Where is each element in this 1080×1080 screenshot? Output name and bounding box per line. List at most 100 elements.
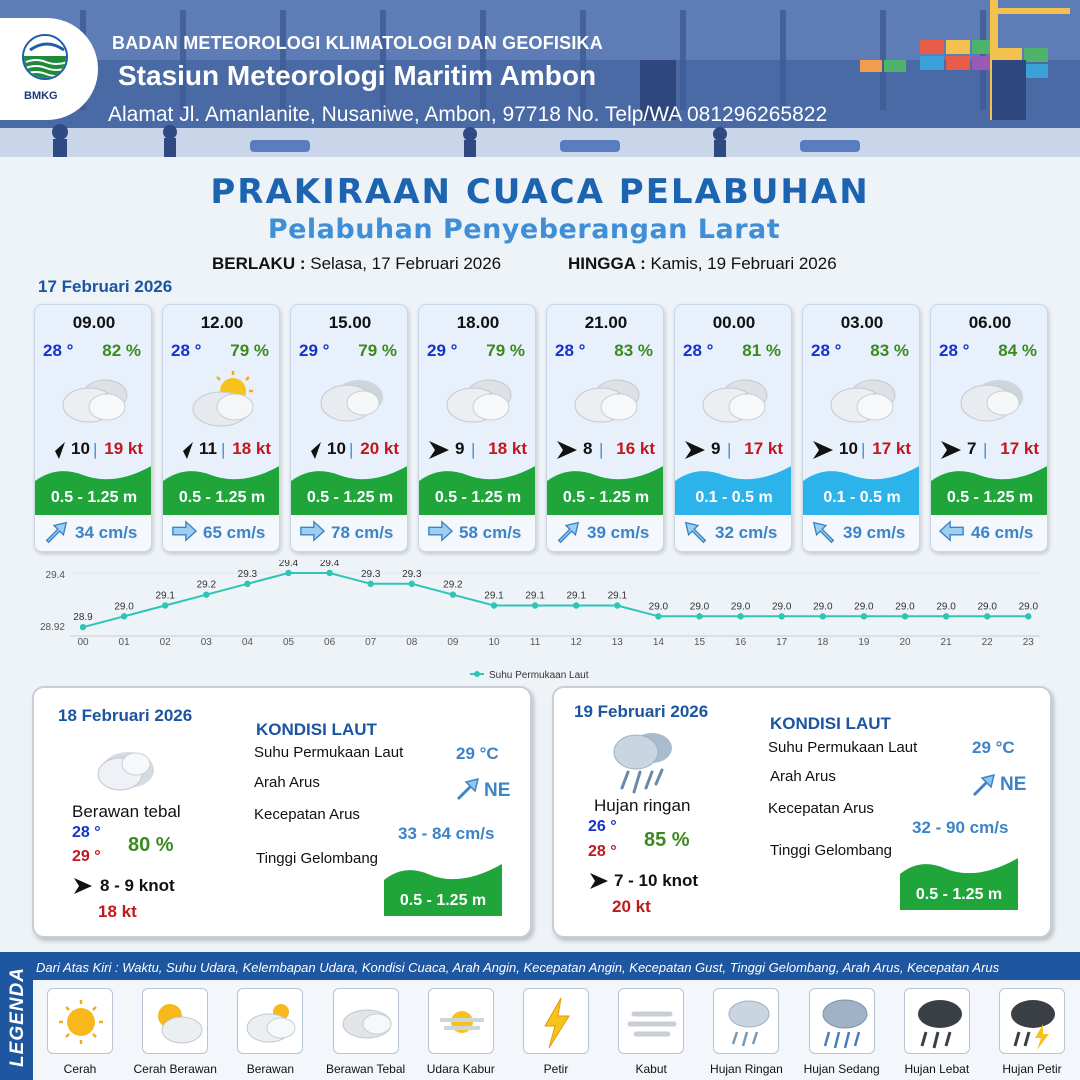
weather-cloud-icon xyxy=(574,379,640,423)
legend-item-label: Hujan Lebat xyxy=(904,1062,970,1076)
port-illustration xyxy=(0,0,1080,157)
x-tick-label: 10 xyxy=(488,637,500,648)
weather-cloud-icon xyxy=(446,379,512,423)
current-speed: 32 cm/s xyxy=(715,523,778,542)
current-arrow-northeast-icon xyxy=(557,521,580,544)
legend-item-label: Petir xyxy=(543,1062,569,1076)
port-name: Pelabuhan Penyeberangan Larat xyxy=(267,214,781,245)
x-tick-label: 19 xyxy=(858,637,870,648)
legend-point-marker xyxy=(474,671,480,677)
cloud-thick-icon xyxy=(342,1009,392,1039)
x-tick-label: 09 xyxy=(447,637,459,648)
chart-legend-label: Suhu Permukaan Laut xyxy=(489,670,589,681)
legend-icon-box xyxy=(237,988,304,1054)
wave-height: 0.5 - 1.25 m xyxy=(306,489,394,506)
value-separator: | xyxy=(727,440,732,459)
wave-height-icon xyxy=(384,864,502,916)
current-speed-label: Kecepatan Arus xyxy=(768,800,874,817)
heavy-rain-icon xyxy=(917,1000,962,1049)
x-tick-label: 12 xyxy=(571,637,583,648)
day-panel-18: 18 Februari 2026 Berawan tebal 28 ° 29 °… xyxy=(32,686,532,938)
x-tick-label: 16 xyxy=(735,637,747,648)
x-tick-label: 04 xyxy=(242,637,254,648)
sst-label: Suhu Permukaan Laut xyxy=(768,739,918,756)
wind-speed: 10 xyxy=(327,439,346,458)
sst-data-label: 29.1 xyxy=(566,591,586,602)
forecast-card: 18.00 29 ° 79 % 9 | 18 kt 0.5 - 1.25 m 58 cm/s xyxy=(418,304,536,552)
air-temperature: 28 ° xyxy=(683,341,714,360)
moderate-rain-icon xyxy=(822,999,868,1049)
day-wind-speed: 7 - 10 knot xyxy=(614,871,699,890)
value-separator: | xyxy=(861,440,866,459)
sst-data-point xyxy=(819,613,826,620)
legend-bar: LEGENDA Dari Atas Kiri : Waktu, Suhu Uda… xyxy=(0,952,1080,1080)
wind-arrow-northeast-icon xyxy=(173,442,193,460)
legend-icon-box xyxy=(713,988,780,1054)
wave-height-icon xyxy=(419,466,535,515)
x-tick-label: 07 xyxy=(365,637,377,648)
sst-data-point xyxy=(203,591,210,598)
wave-height: 0.5 - 1.25 m xyxy=(946,489,1034,506)
current-arrow-northeast-icon xyxy=(972,773,996,797)
x-tick-label: 00 xyxy=(77,637,89,648)
current-arrow-east-icon xyxy=(428,520,454,542)
legend-icon-box xyxy=(427,988,494,1054)
wave-height: 0.1 - 0.5 m xyxy=(823,489,901,506)
sst-data-point xyxy=(778,613,785,620)
x-tick-label: 01 xyxy=(119,637,131,648)
sea-surface-temperature-chart: 29.4 28.92 28.9 00 29.0 01 29.1 02 29.2 03 29.3 04 2… xyxy=(0,560,1080,686)
forecast-time: 00.00 xyxy=(712,313,756,332)
legend-icon-box xyxy=(999,988,1065,1054)
x-tick-label: 14 xyxy=(653,637,665,648)
legend-title: LEGENDA xyxy=(7,967,28,1067)
wave-label: Tinggi Gelombang xyxy=(770,842,893,859)
wave-height: 0.5 - 1.25 m xyxy=(178,489,266,506)
forecast-time: 21.00 xyxy=(584,313,628,332)
wind-speed: 10 xyxy=(839,439,858,458)
forecast-time: 03.00 xyxy=(840,313,884,332)
legend-item-label: Hujan Sedang xyxy=(803,1062,880,1076)
bmkg-logo-icon xyxy=(22,34,68,80)
legend-item-label: Cerah xyxy=(63,1062,97,1076)
wave-height-icon xyxy=(803,466,919,515)
air-temperature: 29 ° xyxy=(427,341,458,360)
logo-label: BMKG xyxy=(24,90,58,102)
sst-data-label: 29.3 xyxy=(361,569,381,580)
haze-icon xyxy=(439,1011,484,1033)
forecast-time: 06.00 xyxy=(968,313,1012,332)
page-title: PRAKIRAAN CUACA PELABUHAN xyxy=(210,172,870,212)
sst-data-label: 29.1 xyxy=(525,591,545,602)
y-tick-label: 28.92 xyxy=(40,622,65,633)
wave-height-icon xyxy=(675,466,791,515)
wind-arrow-east-icon xyxy=(685,441,705,459)
legend-icon-box xyxy=(808,988,875,1054)
legend-items: Cerah Cerah Berawan Berawan Berawan Tebal Ud… xyxy=(33,980,1080,1080)
sst-data-label: 29.0 xyxy=(895,601,915,612)
wind-arrow-east-icon xyxy=(557,441,577,459)
sst-data-point xyxy=(490,602,498,609)
valid-from: BERLAKU : Selasa, 17 Februari 2026 xyxy=(212,254,501,274)
day-gust: 18 kt xyxy=(98,902,137,921)
station-name: Stasiun Meteorologi Maritim Ambon xyxy=(118,60,597,91)
sst-data-label: 29.1 xyxy=(484,591,504,602)
air-temperature: 28 ° xyxy=(171,341,202,360)
day-weather-desc: Berawan tebal xyxy=(72,802,181,821)
humidity: 79 % xyxy=(230,341,269,360)
sst-data-label: 29.1 xyxy=(155,591,175,602)
x-tick-label: 15 xyxy=(694,637,706,648)
sst-data-label: 29.0 xyxy=(731,601,751,612)
legend-icon-box xyxy=(903,988,970,1054)
day-temp-min: 28 ° xyxy=(72,824,101,841)
wind-arrow-east-icon xyxy=(429,441,449,459)
x-tick-label: 17 xyxy=(776,637,788,648)
sst-data-point xyxy=(162,602,169,609)
legend-icon-box xyxy=(142,988,209,1054)
wave-height-icon xyxy=(163,466,279,515)
wave-height-icon xyxy=(900,858,1018,910)
air-temperature: 28 ° xyxy=(811,341,842,360)
weather-cloud-icon xyxy=(320,380,383,422)
valid-to-label: HINGGA : xyxy=(568,254,646,273)
sst-data-label: 29.0 xyxy=(690,601,710,612)
sst-data-point xyxy=(449,591,457,598)
sst-data-point xyxy=(531,602,539,609)
